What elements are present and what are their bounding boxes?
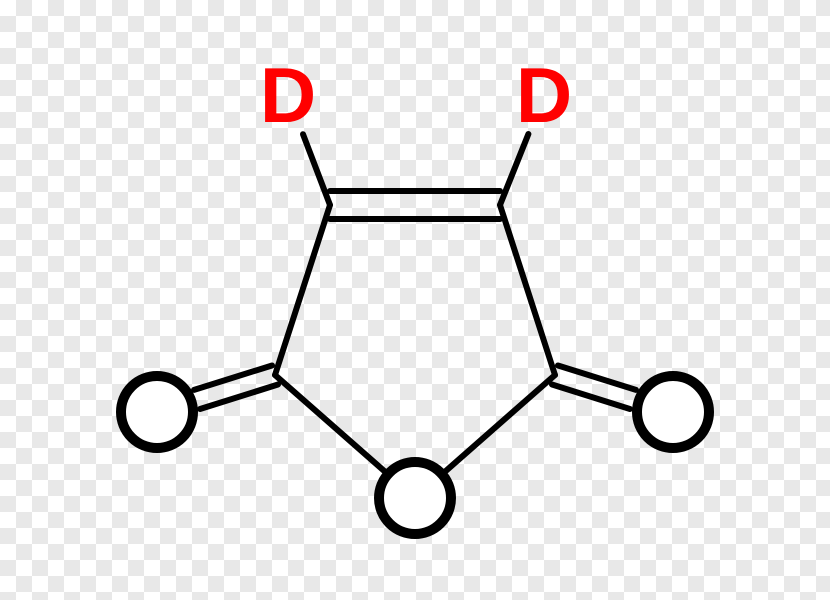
atom-label-D2: D	[516, 51, 572, 139]
atom-O_bottom-ring	[379, 462, 451, 534]
atom-O_left-ring	[121, 376, 193, 448]
bonds-group	[194, 134, 636, 472]
chemical-structure-diagram: DD	[0, 0, 830, 600]
atoms-group: DD	[121, 51, 709, 534]
atom-O_right-ring	[637, 376, 709, 448]
atom-label-D1: D	[260, 51, 316, 139]
